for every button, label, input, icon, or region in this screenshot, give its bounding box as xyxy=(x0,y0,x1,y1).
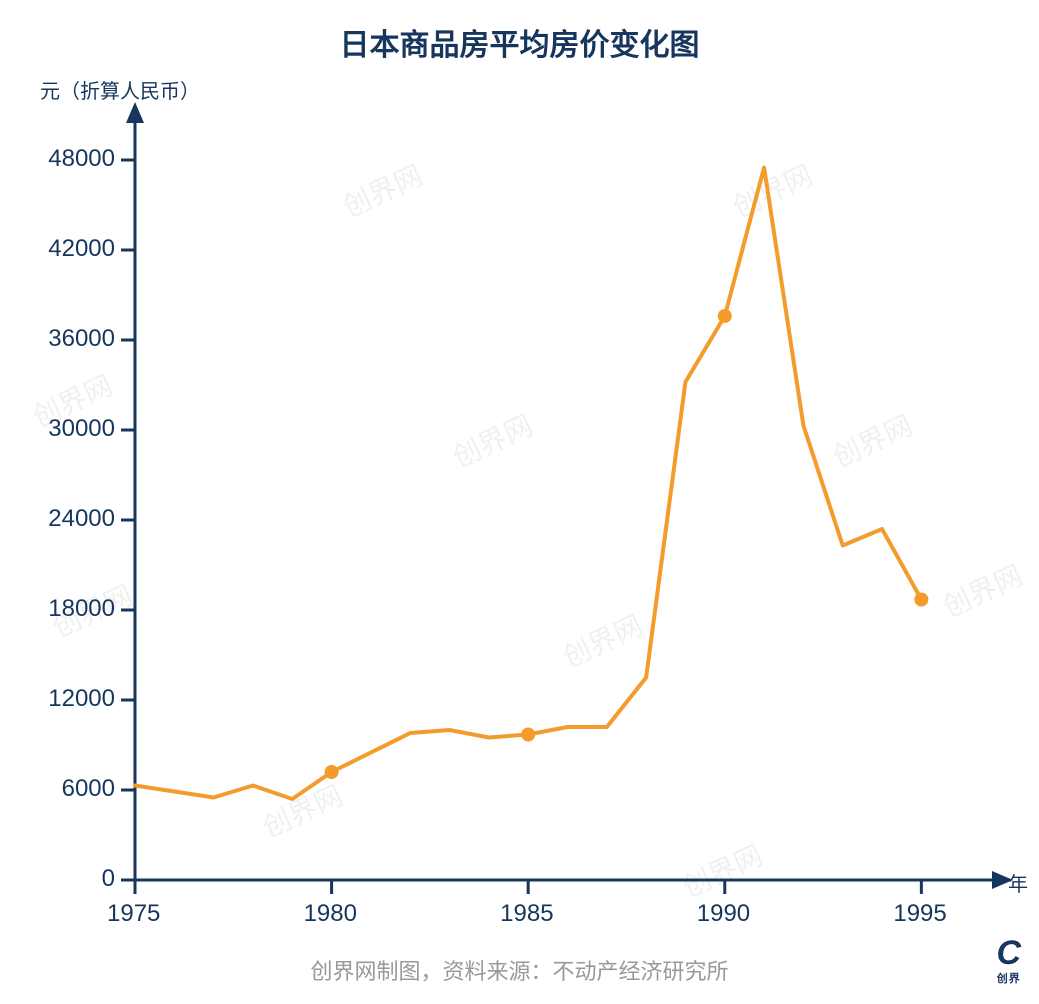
x-tick-label: 1995 xyxy=(893,900,946,928)
y-tick-label: 48000 xyxy=(48,145,115,173)
y-tick-label: 12000 xyxy=(48,685,115,713)
y-tick-label: 18000 xyxy=(48,595,115,623)
logo-icon: C xyxy=(996,936,1021,970)
x-tick-label: 1985 xyxy=(500,900,553,928)
logo-text: 创界 xyxy=(996,970,1021,986)
brand-logo: C 创界 xyxy=(996,936,1021,986)
y-tick-label: 24000 xyxy=(48,505,115,533)
chart-footer: 创界网制图，资料来源：不动产经济研究所 xyxy=(0,954,1039,986)
y-tick-label: 30000 xyxy=(48,415,115,443)
x-tick-label: 1980 xyxy=(304,900,357,928)
y-tick-label: 36000 xyxy=(48,325,115,353)
y-tick-label: 6000 xyxy=(62,775,115,803)
x-tick-label: 1975 xyxy=(107,900,160,928)
x-tick-label: 1990 xyxy=(697,900,750,928)
y-tick-label: 0 xyxy=(102,865,115,893)
line-chart xyxy=(0,0,1039,1004)
y-tick-label: 42000 xyxy=(48,235,115,263)
